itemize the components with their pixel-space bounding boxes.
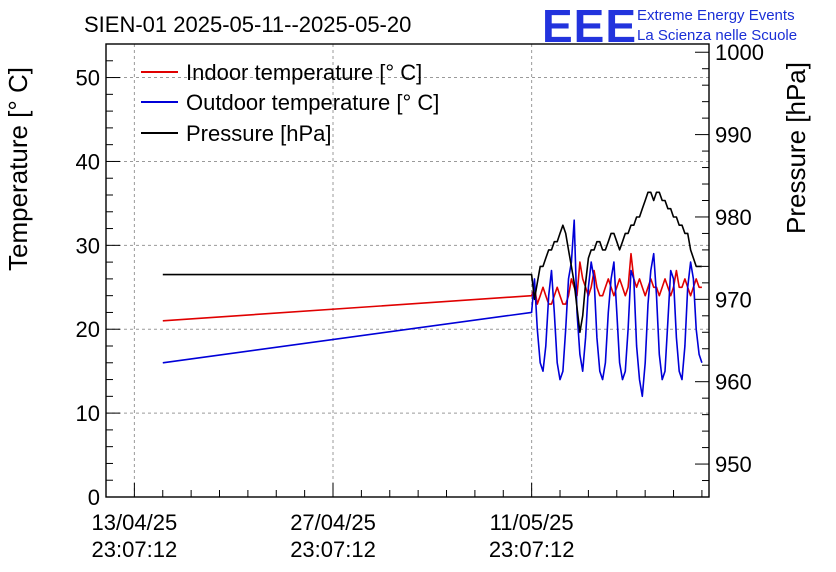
- outdoor-temperature-line: [162, 219, 703, 398]
- y-right-tick-label: 950: [715, 452, 752, 477]
- y-right-axis-title: Pressure [hPa]: [781, 62, 811, 234]
- y-right-tick-label: 960: [715, 370, 752, 395]
- y-right-tick-label: 970: [715, 287, 752, 312]
- legend-label-pressure: Pressure [hPa]: [186, 121, 332, 146]
- y-right-tick-label: 1000: [715, 40, 764, 65]
- eee-logo: EEE Extreme Energy Events La Scienza nel…: [542, 0, 797, 52]
- x-tick-label-date: 13/04/25: [92, 510, 178, 535]
- logo-line-2: La Scienza nelle Scuole: [637, 27, 797, 44]
- logo-line-1: Extreme Energy Events: [637, 7, 795, 24]
- x-tick-label-time: 23:07:12: [92, 537, 178, 562]
- y-left-axis-title: Temperature [° C]: [3, 67, 33, 271]
- legend-label-indoor: Indoor temperature [° C]: [186, 60, 422, 85]
- x-tick-label-date: 27/04/25: [290, 510, 376, 535]
- legend: Indoor temperature [° C] Outdoor tempera…: [141, 60, 439, 146]
- pressure-line: [162, 191, 702, 334]
- y-left-tick-label: 20: [76, 317, 100, 342]
- x-tick-label-date: 11/05/25: [490, 510, 574, 535]
- x-tick-label-time: 23:07:12: [489, 537, 575, 562]
- indoor-temperature-line: [162, 252, 702, 322]
- y-left-tick-label: 50: [76, 66, 100, 91]
- chart-title: SIEN-01 2025-05-11--2025-05-20: [84, 12, 411, 37]
- y-right-tick-label: 980: [715, 205, 752, 230]
- series-layer: [162, 191, 703, 398]
- legend-label-outdoor: Outdoor temperature [° C]: [186, 90, 439, 115]
- y-left-tick-label: 10: [76, 401, 100, 426]
- axes: 01020304050950960970980990100013/04/2523…: [76, 40, 764, 562]
- y-left-tick-label: 40: [76, 149, 100, 174]
- y-left-tick-label: 0: [88, 485, 100, 510]
- x-tick-label-time: 23:07:12: [290, 537, 376, 562]
- y-left-tick-label: 30: [76, 233, 100, 258]
- plot-frame: [105, 43, 710, 498]
- y-right-tick-label: 990: [715, 123, 752, 148]
